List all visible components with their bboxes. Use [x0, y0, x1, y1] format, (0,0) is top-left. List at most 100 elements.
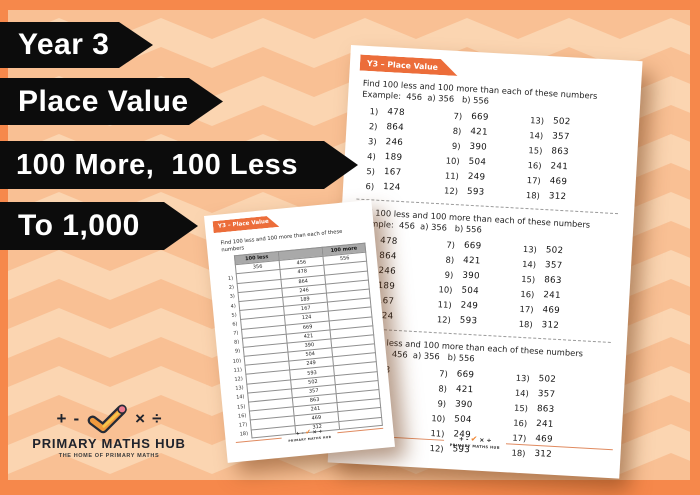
question-value: 357 [537, 388, 556, 400]
question-label: 10) [445, 154, 460, 166]
question-value: 478 [387, 106, 406, 118]
sheet-footer: + - ✔ × ÷ PRIMARY MATHS HUB [235, 422, 384, 448]
question-value: 469 [549, 175, 568, 187]
question-label: 18) [525, 189, 541, 201]
multiply-symbol: × [135, 408, 146, 428]
question-label: 3) [367, 135, 377, 147]
worksheet-table-header-tab: Y3 – Place Value [213, 215, 280, 233]
mini-brand: PRIMARY MATHS HUB [288, 434, 332, 443]
question-value: 502 [552, 115, 571, 127]
question-label: 13) [529, 114, 545, 126]
question-value: 669 [470, 111, 489, 123]
question-value: 863 [536, 403, 555, 415]
question-label: 7) [453, 110, 463, 121]
question-label: 8) [452, 125, 462, 136]
brand-symbols: + - × ÷ [24, 402, 194, 434]
mini-check-icon: ✔ [470, 434, 478, 444]
question-label: 12) [443, 184, 459, 196]
question-value: 246 [378, 265, 397, 277]
question-label: 11) [444, 169, 460, 181]
worksheet-header-label: Y3 – Place Value [366, 58, 439, 72]
question-value: 246 [385, 136, 404, 148]
worksheet-table-header-label: Y3 – Place Value [217, 218, 270, 230]
banner-skill: 100 More, 100 Less [0, 141, 358, 189]
question-value: 864 [386, 121, 405, 133]
question-label: 12) [436, 313, 452, 325]
minus-symbol: - [73, 408, 80, 428]
question-value: 390 [462, 270, 481, 282]
banner-year-label: Year 3 [18, 28, 110, 61]
question-value: 469 [542, 304, 561, 316]
banner-range: To 1,000 [0, 202, 198, 250]
question-label: 15) [513, 402, 529, 413]
question-value: 189 [384, 151, 403, 163]
question-value: 167 [383, 166, 402, 178]
table-rows: 100 less 100 more 356 456 556 1) 478 2) 864 3) 246… [220, 242, 385, 439]
question-value: 593 [459, 315, 478, 326]
question-value: 502 [545, 244, 564, 256]
question-value: 864 [379, 250, 398, 262]
question-grid: 1)4782)8643)2464)1895)1676)1247)6698)421… [350, 231, 617, 335]
divide-symbol: ÷ [152, 408, 162, 428]
question-value: 249 [467, 171, 486, 183]
question-label: 14) [529, 129, 544, 141]
brand-logo: + - × ÷ PRIMARY MATHS HUB THE HOME OF PR… [24, 402, 194, 459]
banner-year: Year 3 [0, 22, 153, 68]
question-value: 357 [551, 130, 570, 142]
mini-symbols-right: × ÷ [312, 428, 324, 436]
question-value: 421 [455, 383, 474, 395]
banner-topic-label: Place Value [18, 84, 189, 118]
question-label: 14) [521, 258, 537, 270]
footer-rule [336, 427, 384, 433]
question-label: 15) [528, 144, 543, 156]
question-value: 504 [454, 413, 473, 425]
question-value: 390 [469, 141, 488, 153]
question-label: 6) [365, 180, 375, 192]
question-value: 504 [468, 156, 487, 168]
footer-rule [235, 437, 283, 443]
mini-symbols-left: + - [295, 430, 305, 438]
question-label: 10) [438, 283, 453, 295]
question-label: 10) [431, 412, 446, 424]
question-label: 1) [369, 105, 379, 117]
brand-title: PRIMARY MATHS HUB [32, 436, 186, 451]
question-label: 18) [518, 318, 533, 330]
brand-tagline: THE HOME OF PRIMARY MATHS [58, 453, 160, 459]
question-value: 241 [550, 160, 569, 172]
question-value: 669 [463, 240, 482, 252]
question-value: 357 [544, 259, 563, 271]
question-value: 312 [548, 190, 567, 202]
footer-rule [506, 443, 613, 451]
question-value: 241 [543, 289, 562, 301]
question-label: 17) [526, 174, 542, 186]
mini-symbols-left: + - [458, 435, 469, 444]
question-label: 4) [366, 150, 377, 162]
question-value: 863 [551, 145, 570, 157]
question-value: 478 [379, 235, 398, 247]
question-value: 312 [541, 319, 560, 331]
question-value: 189 [377, 280, 396, 292]
table-wrap: Find 100 less and 100 more than each of … [212, 227, 384, 441]
question-label: 9) [451, 140, 461, 151]
question-label: 16) [520, 288, 535, 300]
question-label: 13) [515, 372, 530, 383]
question-label: 7) [438, 367, 449, 379]
question-value: 504 [461, 285, 480, 297]
question-label: 8) [438, 382, 448, 394]
banner-topic: Place Value [0, 78, 223, 125]
question-label: 16) [512, 417, 528, 428]
question-label: 15) [521, 273, 536, 285]
mini-symbols-right: × ÷ [479, 436, 492, 445]
question-label: 7) [446, 239, 456, 250]
question-value: 421 [462, 255, 481, 267]
question-label: 9) [444, 269, 454, 280]
question-label: 9) [437, 397, 447, 409]
question-label: 14) [514, 387, 530, 398]
question-item: 12) 593 [441, 182, 524, 202]
question-label: 17) [519, 303, 534, 315]
question-value: 669 [456, 368, 475, 380]
worksheet-section: Find 100 less and 100 more than each of … [357, 76, 625, 207]
question-value: 502 [538, 373, 557, 385]
question-label: 11) [437, 298, 452, 310]
